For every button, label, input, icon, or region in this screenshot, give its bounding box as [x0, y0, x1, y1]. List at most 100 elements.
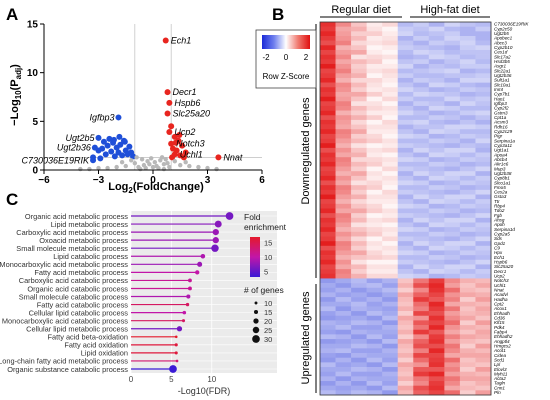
lollipop-dot	[188, 286, 192, 291]
heatmap-cell	[335, 189, 352, 195]
volcano-gene-label: Igfbp3	[89, 112, 114, 122]
heatmap-cell	[320, 367, 336, 372]
heatmap-cell	[366, 241, 383, 247]
heatmap-cell	[413, 343, 430, 349]
volcano-point	[168, 123, 175, 130]
heatmap-cell	[366, 157, 383, 163]
heatmap-cell	[335, 325, 352, 331]
heatmap-cell	[382, 157, 399, 163]
volcano-point-labeled	[162, 37, 169, 44]
heatmap-cell	[444, 259, 461, 265]
volcano-point	[167, 164, 172, 170]
heatmap-cell	[351, 287, 367, 293]
heatmap-cell	[459, 199, 476, 205]
heatmap-cell	[444, 325, 461, 331]
heatmap-gene-label: Acsm3	[493, 120, 508, 125]
heatmap-cell	[397, 54, 414, 60]
heatmap-cell	[428, 157, 445, 163]
heatmap-gene-label: Ugt2b5	[494, 31, 509, 36]
heatmap-cell	[335, 115, 352, 121]
heatmap-cell	[428, 189, 445, 195]
heatmap-cell	[397, 269, 414, 275]
heatmap-gene-label: Ttr	[494, 199, 500, 204]
lollipop-category-label: Monocarboxylic acid catabolic process	[2, 316, 128, 325]
heatmap-gene-label: Hpx	[494, 250, 503, 255]
heatmap-cell	[397, 110, 414, 116]
heatmap-gene-label: Angptl4	[493, 339, 510, 344]
heatmap-cell	[335, 241, 352, 247]
heatmap-cell	[351, 124, 367, 130]
heatmap-gene-label: Ugt2b36	[494, 73, 512, 78]
heatmap-cell	[335, 376, 352, 382]
heatmap-cell	[428, 171, 445, 177]
heatmap-cell	[475, 175, 492, 181]
heatmap-cell	[428, 217, 445, 223]
heatmap-cell	[413, 73, 430, 79]
heatmap-cell	[382, 40, 399, 46]
heatmap-cell	[444, 119, 461, 125]
heatmap-cell	[320, 371, 336, 377]
heatmap-cell	[459, 110, 476, 116]
heatmap-cell	[366, 259, 383, 265]
volcano-point	[152, 160, 158, 165]
heatmap-cell	[444, 203, 461, 209]
heatmap-cell	[382, 77, 399, 83]
colorbar-title: Row Z-Score	[263, 72, 310, 81]
heatmap-gene-label: Fgb	[494, 213, 502, 218]
heatmap-cell	[366, 110, 383, 116]
heatmap-cell	[351, 59, 367, 65]
heatmap-cell	[475, 59, 492, 65]
heatmap-cell	[475, 371, 492, 377]
heatmap-gene-label: Abcb4	[493, 157, 507, 162]
heatmap-cell	[444, 301, 461, 307]
heatmap-cell	[444, 339, 461, 345]
heatmap-cell	[335, 96, 352, 102]
heatmap-cell	[382, 306, 399, 312]
heatmap-cell	[444, 283, 461, 289]
heatmap-cell	[459, 306, 476, 312]
heatmap-cell	[397, 320, 414, 326]
heatmap-cell	[335, 278, 352, 284]
heatmap-cell	[335, 264, 352, 270]
heatmap-cell	[366, 297, 383, 303]
heatmap-cell	[459, 175, 476, 181]
heatmap-gene-label: Fmo5	[494, 185, 506, 190]
lollipop-category-label: Monocarboxylic acid metabolic process	[0, 260, 128, 269]
heatmap-cell	[351, 199, 367, 205]
heatmap-cell	[382, 180, 399, 186]
heatmap-cell	[382, 255, 399, 261]
heatmap-cell	[320, 31, 336, 37]
heatmap-cell	[382, 362, 399, 368]
volcano-y-tick-label: 10	[27, 68, 39, 79]
volcano-gene-label: Ugt2b36	[57, 143, 91, 153]
volcano-gene-label: Ucp2	[174, 127, 195, 137]
heatmap-cell	[459, 22, 476, 27]
heatmap-cell	[366, 26, 383, 32]
heatmap-cell	[413, 320, 430, 326]
heatmap-cell	[335, 59, 352, 65]
heatmap-cell	[428, 59, 445, 65]
heatmap-cell	[428, 110, 445, 116]
lollipop-dot	[212, 228, 219, 236]
heatmap-cell	[382, 68, 399, 74]
volcano-y-tick-label: 5	[32, 117, 38, 128]
heatmap-gene-label: Ehhadh2	[494, 334, 513, 339]
heatmap-cell	[320, 255, 336, 261]
heatmap-cell	[475, 152, 492, 158]
heatmap-cell	[397, 129, 414, 135]
heatmap-cell	[428, 381, 445, 386]
heatmap-cell	[366, 22, 383, 27]
heatmap-cell	[382, 31, 399, 37]
volcano-point	[105, 165, 110, 171]
heatmap-cell	[366, 320, 383, 326]
heatmap-colorbar: -2 0 2 Row Z-Score	[255, 29, 317, 89]
heatmap-cell	[382, 194, 399, 200]
heatmap-gene-label: Notch3	[494, 278, 509, 283]
heatmap-cell	[428, 208, 445, 214]
heatmap-cell	[397, 82, 414, 88]
legend-fold-title-line1: Fold	[244, 212, 261, 222]
heatmap-cell	[351, 241, 367, 247]
heatmap-cell	[459, 35, 476, 41]
heatmap-cell	[366, 343, 383, 349]
heatmap-cell	[459, 26, 476, 32]
